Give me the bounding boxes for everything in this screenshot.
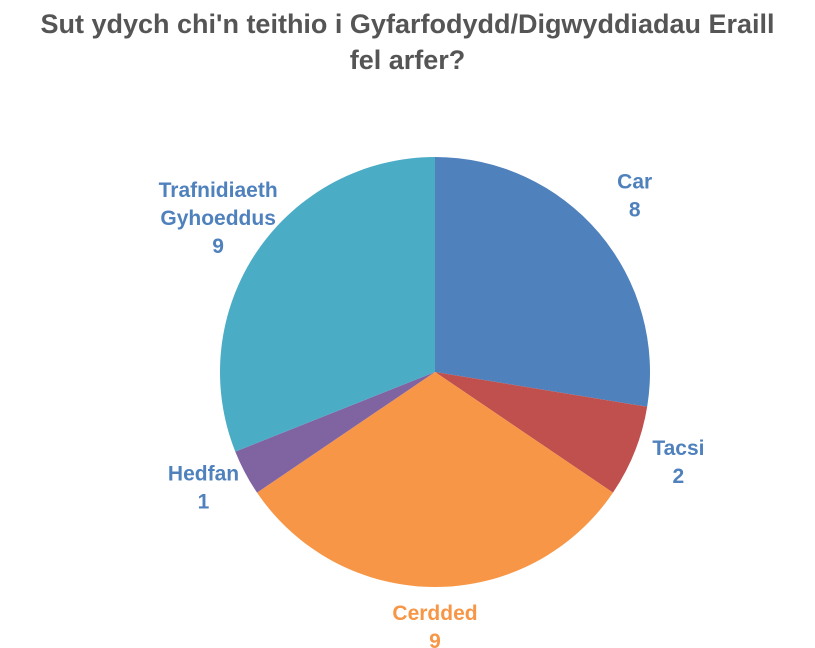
category-label: Tacsi: [652, 437, 704, 460]
label-line: Gyhoeddus: [160, 207, 276, 230]
value-label: 2: [673, 465, 685, 488]
category-label: Car: [617, 170, 652, 193]
slice-label: Cerdded 9: [392, 602, 477, 648]
value-label: 8: [629, 198, 641, 221]
slice-label: Car 8: [617, 170, 652, 221]
value-label: 9: [212, 235, 224, 258]
value-label: 1: [198, 491, 210, 514]
chart-title: Sut ydych chi'n teithio i Gyfarfodydd/Di…: [40, 9, 775, 75]
slice-label: Tacsi 2: [652, 437, 704, 488]
pie-slice: [235, 372, 435, 493]
slice-label: Hedfan 1: [168, 463, 239, 514]
pie-slice: [220, 157, 435, 452]
category-label: Trafnidiaeth Gyhoeddus: [159, 179, 278, 230]
pie-slice: [257, 372, 613, 587]
value-label: 9: [429, 630, 441, 648]
slice-label: Trafnidiaeth Gyhoeddus 9: [159, 179, 278, 258]
label-line: Trafnidiaeth: [159, 179, 278, 202]
pie-slice: [435, 372, 648, 493]
category-label: Cerdded: [392, 602, 477, 625]
category-label: Hedfan: [168, 463, 239, 486]
pie-slice: [435, 157, 651, 407]
